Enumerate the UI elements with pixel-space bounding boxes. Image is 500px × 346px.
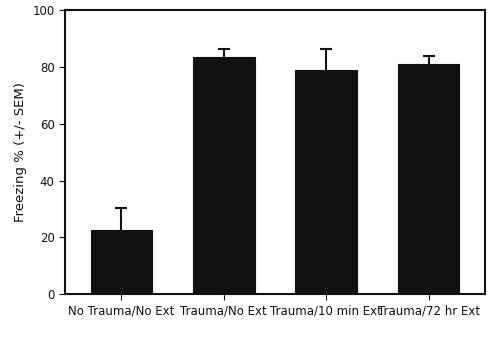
Bar	[90, 230, 152, 294]
Bar	[193, 57, 254, 294]
Y-axis label: Freezing % (+/- SEM): Freezing % (+/- SEM)	[14, 82, 27, 222]
Bar	[398, 64, 460, 294]
Bar	[296, 70, 357, 294]
